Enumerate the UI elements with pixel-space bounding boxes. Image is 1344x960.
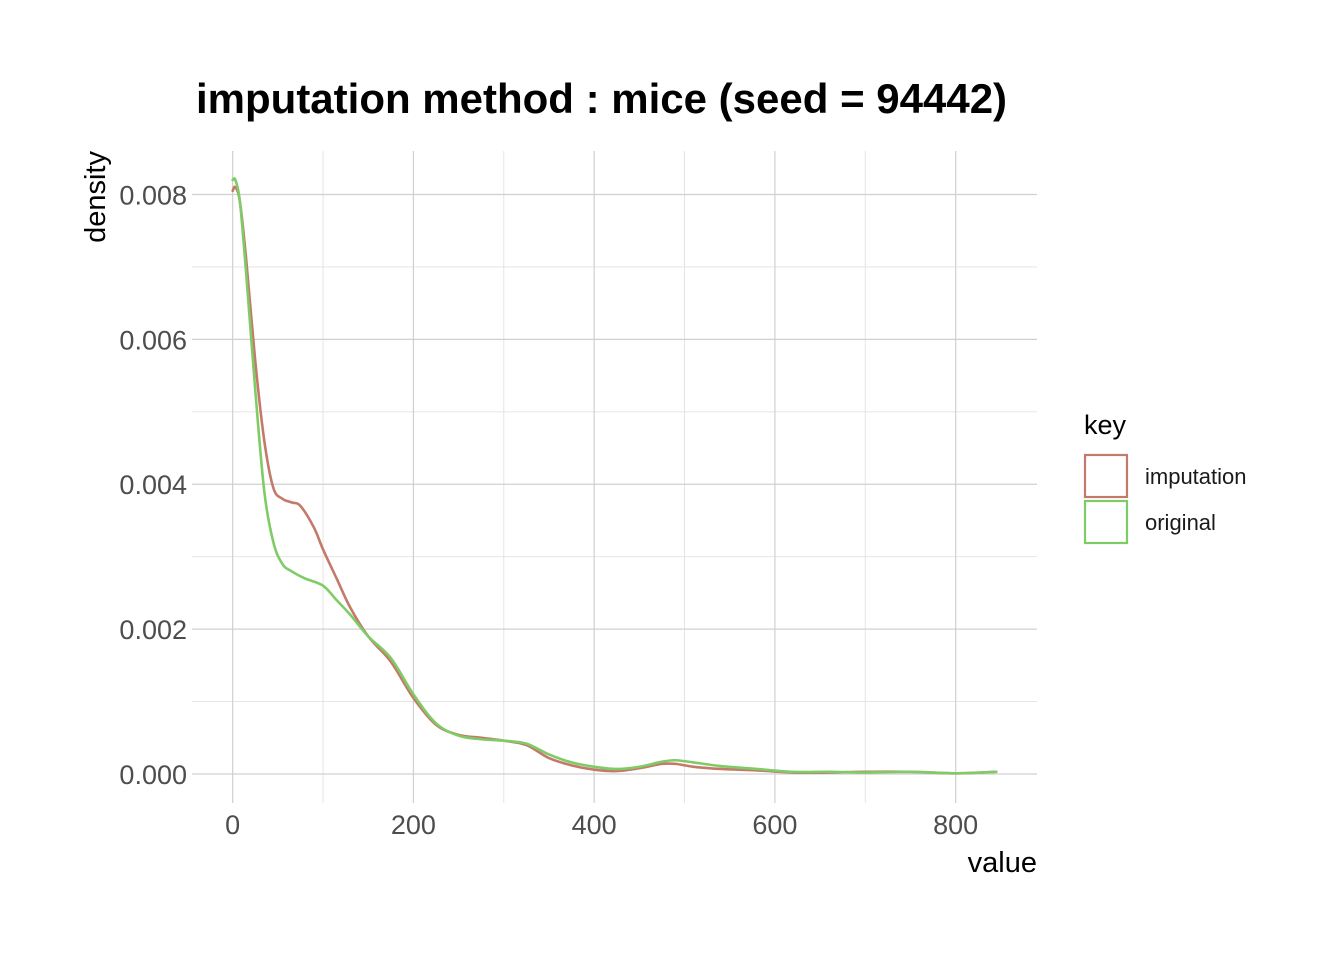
x-tick-label: 600 xyxy=(752,810,797,840)
chart-title: imputation method : mice (seed = 94442) xyxy=(196,75,1007,122)
legend-key-original xyxy=(1083,499,1129,545)
y-axis-title: density xyxy=(80,151,112,243)
legend-title: key xyxy=(1084,410,1127,440)
y-tick-label: 0.004 xyxy=(119,470,187,500)
y-tick-label: 0.006 xyxy=(119,325,187,355)
series-line-original xyxy=(231,177,998,775)
x-tick-label: 800 xyxy=(933,810,978,840)
series-line-imputation xyxy=(231,185,998,775)
legend-key-imputation xyxy=(1083,453,1129,499)
x-tick-label: 200 xyxy=(391,810,436,840)
y-axis-ticks: 0.000 0.002 0.004 0.006 0.008 xyxy=(119,180,187,790)
y-tick-label: 0.008 xyxy=(119,180,187,210)
y-tick-label: 0.002 xyxy=(119,615,187,645)
x-axis-ticks: 0 200 400 600 800 xyxy=(225,810,978,840)
series-layer xyxy=(231,177,998,775)
x-tick-label: 400 xyxy=(572,810,617,840)
y-tick-label: 0.000 xyxy=(119,760,187,790)
legend-label-imputation: imputation xyxy=(1145,464,1247,489)
legend-label-original: original xyxy=(1145,510,1216,535)
legend: key imputation original xyxy=(1083,410,1247,545)
x-tick-label: 0 xyxy=(225,810,240,840)
x-axis-title: value xyxy=(968,847,1037,879)
grid xyxy=(192,151,1037,803)
